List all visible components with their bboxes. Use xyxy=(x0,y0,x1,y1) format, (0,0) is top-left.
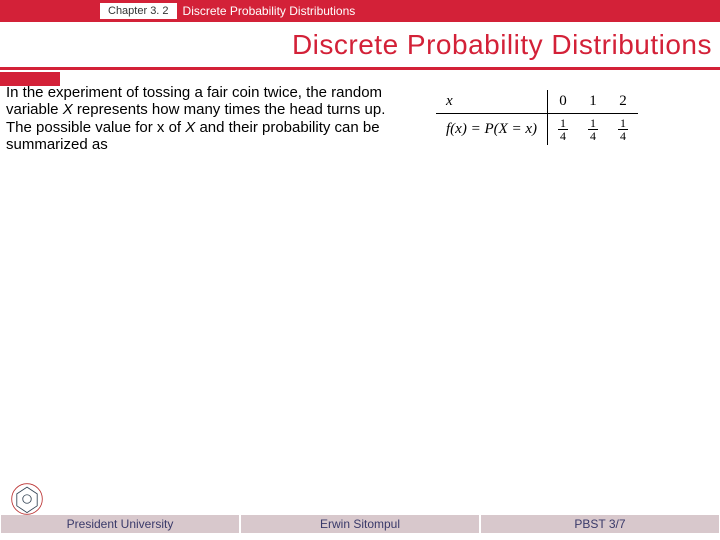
body-paragraph: In the experiment of tossing a fair coin… xyxy=(6,84,396,153)
table-prob-2: 14 xyxy=(608,114,638,146)
content-area: In the experiment of tossing a fair coin… xyxy=(0,70,720,153)
top-bar: Chapter 3. 2 Discrete Probability Distri… xyxy=(0,0,720,22)
footer: President University Erwin Sitompul PBST… xyxy=(0,512,720,536)
chapter-chip: Chapter 3. 2 xyxy=(100,3,177,19)
footer-left: President University xyxy=(1,515,239,533)
table-col-1: 1 xyxy=(578,90,608,114)
table-col-0: 0 xyxy=(548,90,579,114)
table-col-2: 2 xyxy=(608,90,638,114)
probability-table: x 0 1 2 f(x) = P(X = x) 14 14 14 xyxy=(436,90,638,145)
table-fx-label: f(x) = P(X = x) xyxy=(446,121,537,137)
footer-right: PBST 3/7 xyxy=(481,515,719,533)
page-title: Discrete Probability Distributions xyxy=(292,29,712,61)
university-logo xyxy=(10,482,44,516)
table-prob-0: 14 xyxy=(548,114,579,146)
title-band: Discrete Probability Distributions xyxy=(0,22,720,70)
para-var2: X xyxy=(185,119,195,136)
para-var1: X xyxy=(63,101,73,118)
table-prob-1: 14 xyxy=(578,114,608,146)
topbar-subject: Discrete Probability Distributions xyxy=(183,4,356,18)
table-x-label: x xyxy=(446,93,453,109)
footer-center: Erwin Sitompul xyxy=(241,515,479,533)
